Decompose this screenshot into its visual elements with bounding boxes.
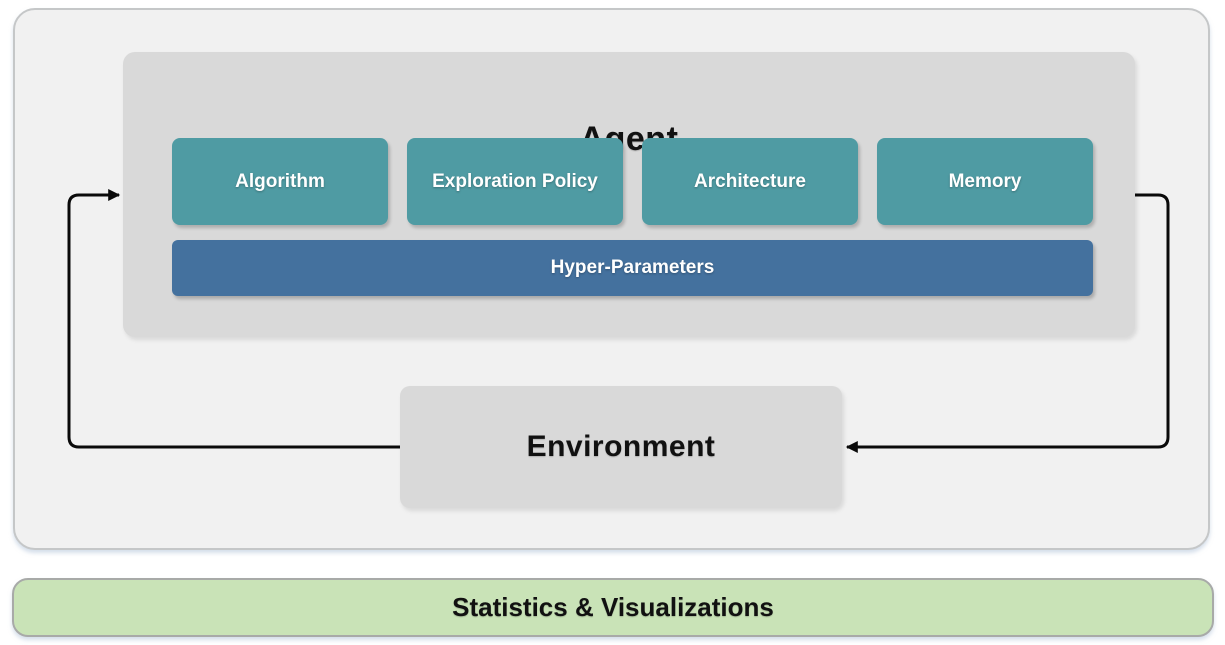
agent-module-algorithm: Algorithm (172, 138, 388, 225)
statistics-visualizations-bar: Statistics & Visualizations (12, 578, 1214, 637)
hyper-parameters-bar: Hyper-Parameters (172, 240, 1093, 296)
agent-module-architecture: Architecture (642, 138, 858, 225)
module-label: Algorithm (235, 170, 325, 192)
module-label: Architecture (694, 170, 806, 192)
agent-modules-row: Algorithm Exploration Policy Architectur… (172, 138, 1093, 225)
environment-label: Environment (526, 430, 716, 463)
statistics-visualizations-label: Statistics & Visualizations (452, 592, 774, 622)
environment-box: Environment (400, 386, 842, 508)
agent-module-exploration-policy: Exploration Policy (407, 138, 623, 225)
module-label: Exploration Policy (432, 170, 598, 192)
module-label: Memory (948, 170, 1022, 192)
agent-container: Agent Algorithm Exploration Policy Archi… (123, 52, 1135, 337)
agent-module-memory: Memory (877, 138, 1093, 225)
hyper-parameters-label: Hyper-Parameters (550, 257, 715, 278)
